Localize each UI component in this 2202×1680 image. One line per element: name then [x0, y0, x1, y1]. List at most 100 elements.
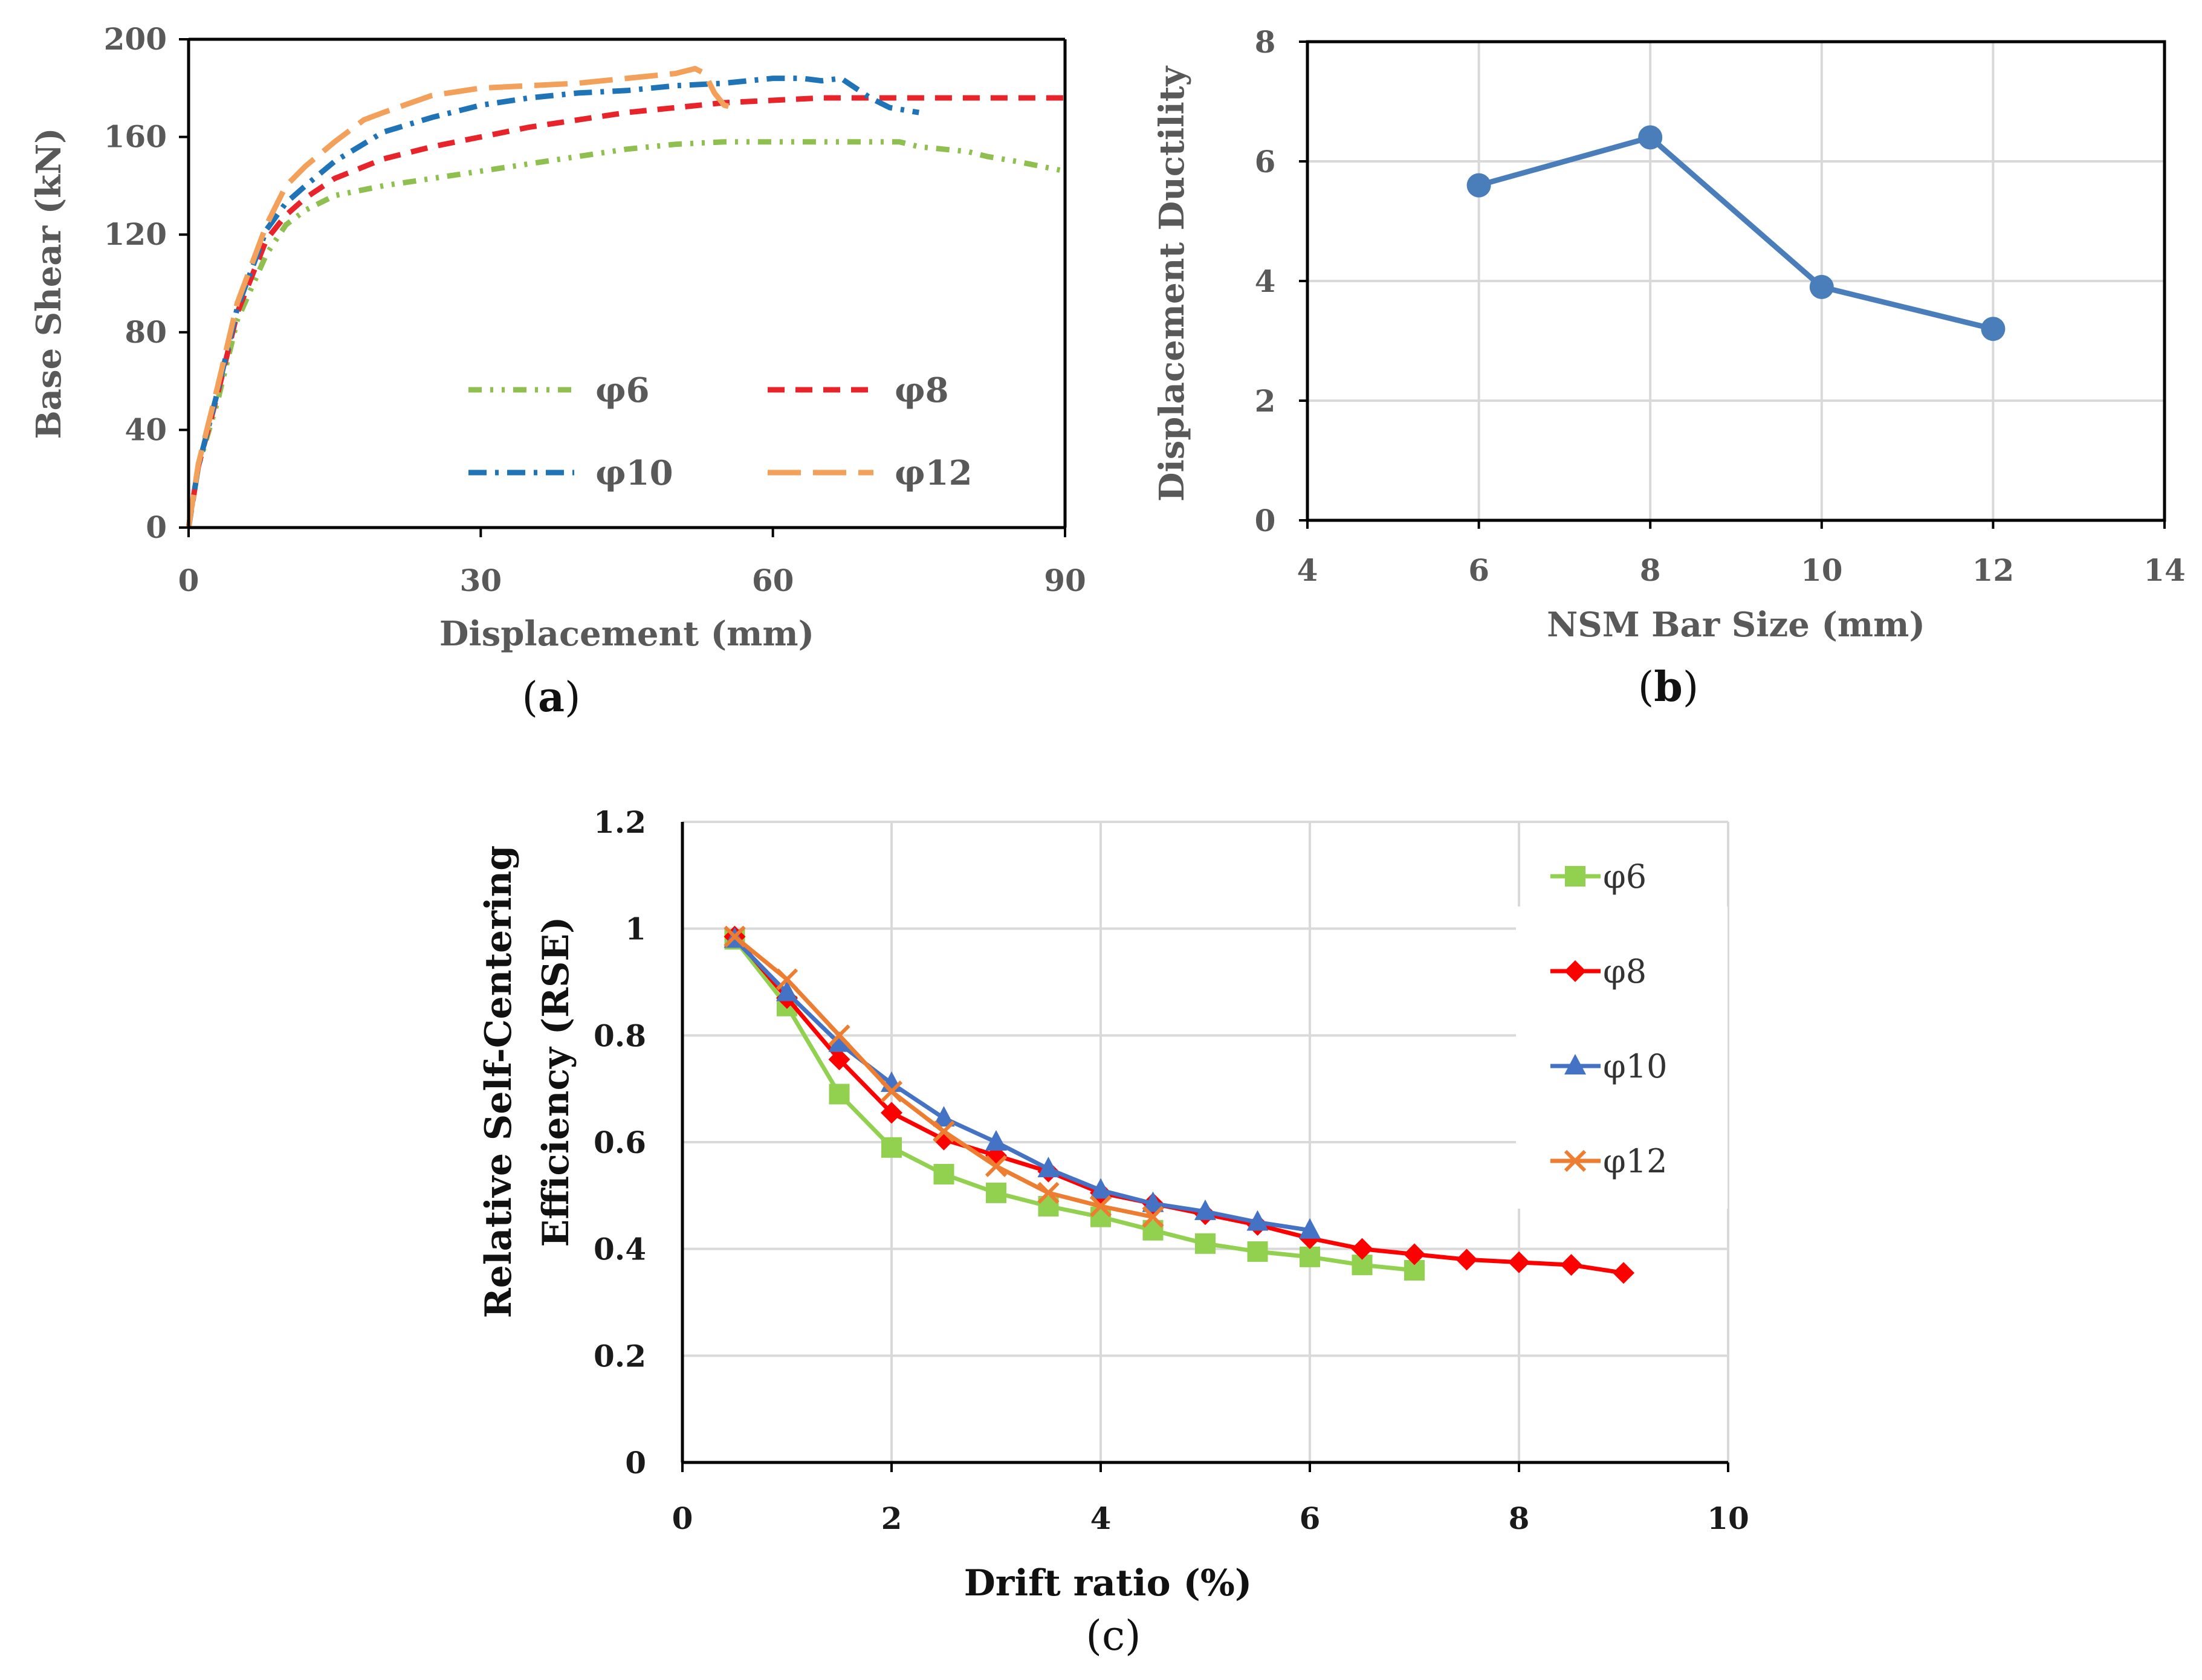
chart-a-series-line-2 — [186, 95, 1065, 528]
chart-c-legend-background — [1516, 906, 1728, 1209]
chart-c-point-3 — [1037, 1157, 1060, 1178]
chart-c-point-3 — [933, 1106, 955, 1127]
chart-a-x-axis-title: Displacement (mm) — [439, 614, 814, 654]
chart-c-point-4 — [828, 1024, 850, 1047]
chart-c-y-tick-label: 0.4 — [594, 1232, 646, 1267]
chart-c-point-1 — [1300, 1246, 1320, 1267]
chart-c-point-3 — [1246, 1210, 1269, 1231]
chart-c-series-line-3 — [733, 937, 1310, 1233]
chart-a-series-group — [186, 66, 1066, 528]
panel-label-c: (c) — [1086, 1612, 1141, 1660]
chart-c-point-3 — [1090, 1178, 1112, 1199]
chart-b-x-tick-label: 10 — [1801, 552, 1843, 588]
chart-b-y-tick-label: 0 — [1255, 503, 1276, 538]
chart-c-point-3 — [1142, 1191, 1164, 1212]
chart-c-x-tick-label: 10 — [1707, 1501, 1749, 1536]
chart-a-x-tick-label: 60 — [752, 563, 794, 598]
chart-b-series-group — [1466, 125, 2006, 341]
chart-c-point-1 — [986, 1182, 1006, 1203]
chart-c-legend-label: φ8 — [1603, 952, 1647, 990]
chart-b-point — [1981, 317, 2006, 341]
chart-c-point-4 — [933, 1120, 955, 1143]
chart-c-y-tick-label: 0 — [625, 1445, 646, 1481]
chart-c-point-2 — [1613, 1262, 1634, 1284]
chart-a-y-tick-label: 40 — [125, 412, 167, 447]
chart-a-y-tick-label: 160 — [104, 119, 167, 155]
chart-b-y-tick-label: 4 — [1255, 263, 1276, 299]
panel-label-b: (b) — [1638, 663, 1699, 711]
chart-c-series-group — [724, 925, 1634, 1284]
chart-c-y-tick-label: 1 — [625, 911, 646, 947]
chart-c-point-2 — [1456, 1249, 1478, 1271]
chart-b-x-axis-title: NSM Bar Size (mm) — [1547, 605, 1925, 645]
chart-c-legend-marker — [1564, 1054, 1586, 1074]
chart-c-point-1 — [933, 1164, 954, 1184]
chart-c-point-3 — [828, 1031, 850, 1052]
chart-c-point-3 — [776, 980, 798, 1001]
chart-a-legend-label: φ8 — [895, 370, 949, 410]
chart-b-point — [1466, 173, 1491, 198]
chart-b-point — [1638, 125, 1663, 150]
chart-b-x-tick-label: 8 — [1640, 552, 1661, 588]
chart-c-point-3 — [985, 1130, 1007, 1151]
chart-b: 0 2 4 6 8 4 6 8 10 12 14 NSM Bar Size (mm) Displac… — [1152, 24, 2186, 711]
panel-label-a: (a) — [522, 673, 580, 722]
chart-a-x-tick-label: 90 — [1044, 563, 1086, 598]
chart-b-y-tick-label: 6 — [1255, 144, 1276, 179]
chart-b-x-tick-label: 4 — [1297, 552, 1318, 588]
chart-c-y-axis-title-line2: Efficiency (RSE) — [535, 917, 577, 1247]
chart-c-point-2 — [1351, 1238, 1373, 1260]
chart-c-x-tick-label: 4 — [1090, 1501, 1112, 1536]
chart-c-legend-label: φ6 — [1603, 858, 1647, 896]
chart-c-point-3 — [1194, 1199, 1216, 1220]
chart-c-point-4 — [1037, 1181, 1060, 1204]
chart-c-point-2 — [1560, 1254, 1582, 1276]
chart-c-x-tick-label: 6 — [1300, 1501, 1321, 1536]
chart-c-point-1 — [1247, 1241, 1268, 1262]
chart-c-y-tick-label: 0.2 — [594, 1338, 646, 1374]
chart-c-y-tick-label: 0.6 — [594, 1125, 646, 1160]
chart-c: 0 0.2 0.4 0.6 0.8 1 1.2 0 2 4 6 8 10 φ6 φ8 φ10 φ12 Drif… — [478, 804, 1749, 1660]
chart-b-x-tick-label: 12 — [1972, 552, 2015, 588]
chart-c-legend-label: φ12 — [1603, 1142, 1668, 1180]
chart-b-series-line — [1478, 134, 1994, 332]
chart-c-point-2 — [1508, 1251, 1530, 1273]
chart-b-x-tick-label: 6 — [1468, 552, 1489, 588]
chart-c-x-axis-title: Drift ratio (%) — [964, 1562, 1252, 1604]
chart-c-x-tick-label: 8 — [1509, 1501, 1530, 1536]
chart-a-tick-group: 0 40 80 120 160 200 0 30 60 90 — [104, 21, 1086, 598]
chart-a-x-tick-label: 30 — [460, 563, 502, 598]
chart-a-y-tick-label: 120 — [104, 216, 167, 252]
chart-c-point-1 — [829, 1084, 850, 1105]
chart-c-point-4 — [1142, 1206, 1164, 1228]
chart-c-point-4 — [985, 1155, 1008, 1177]
chart-c-point-4 — [1089, 1195, 1112, 1218]
chart-a-legend-label: φ12 — [895, 453, 973, 493]
chart-b-point — [1809, 274, 1834, 299]
chart-c-point-2 — [828, 1048, 850, 1071]
chart-c-point-2 — [1404, 1243, 1425, 1265]
chart-c-legend-marker — [1564, 960, 1586, 982]
chart-c-y-tick-label: 1.2 — [594, 804, 646, 840]
chart-a-x-tick-label: 0 — [178, 563, 199, 598]
chart-a-y-axis-title: Base Shear (kN) — [29, 128, 69, 439]
chart-c-point-1 — [881, 1137, 902, 1158]
chart-c-x-tick-label: 2 — [881, 1501, 902, 1536]
chart-a-legend-label: φ10 — [595, 453, 673, 493]
chart-c-point-4 — [776, 968, 798, 990]
chart-c-y-tick-label: 0.8 — [594, 1018, 646, 1053]
chart-c-point-1 — [1195, 1233, 1216, 1254]
chart-c-legend-marker — [1565, 866, 1585, 887]
chart-a-y-tick-label: 0 — [146, 509, 167, 545]
chart-c-legend: φ6 φ8 φ10 φ12 — [1550, 858, 1668, 1180]
chart-a-y-tick-label: 200 — [104, 21, 167, 57]
chart-a-legend: φ6 φ8 φ10 φ12 — [468, 370, 973, 493]
chart-c-point-4 — [724, 925, 746, 948]
chart-c-x-tick-label: 0 — [672, 1501, 693, 1536]
chart-c-y-axis-title-line1: Relative Self-Centering — [478, 845, 520, 1318]
chart-b-y-tick-label: 2 — [1255, 383, 1276, 419]
chart-a-y-tick-label: 80 — [125, 314, 167, 350]
chart-c-legend-label: φ10 — [1603, 1047, 1668, 1085]
